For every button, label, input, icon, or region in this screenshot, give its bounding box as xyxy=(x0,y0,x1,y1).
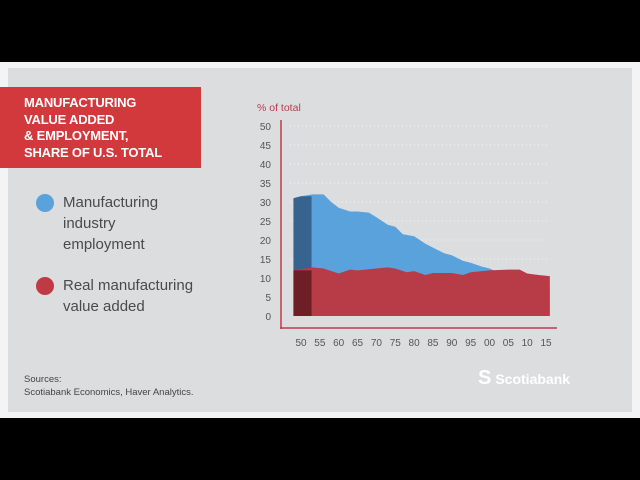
legend-item-employment: Manufacturing industry employment xyxy=(36,192,158,255)
chart-title: MANUFACTURING VALUE ADDED & EMPLOYMENT, … xyxy=(24,95,163,160)
x-tick-label: 15 xyxy=(540,338,552,349)
sources-note: Sources: Scotiabank Economics, Haver Ana… xyxy=(24,374,194,398)
x-tick-label: 55 xyxy=(314,338,326,349)
x-tick-label: 95 xyxy=(465,338,477,349)
scotiabank-logo-icon: S xyxy=(478,367,492,389)
x-tick-label: 75 xyxy=(390,338,402,349)
legend-item-value-added: Real manufacturing value added xyxy=(36,275,193,317)
x-tick-label: 65 xyxy=(352,338,364,349)
y-tick-label: 0 xyxy=(265,312,271,323)
x-tick-label: 00 xyxy=(484,338,496,349)
y-tick-label: 35 xyxy=(260,179,272,190)
legend-dot-blue xyxy=(36,194,54,212)
legend-label: Manufacturing industry employment xyxy=(63,194,159,253)
x-tick-label: 05 xyxy=(503,338,515,349)
y-tick-label: 10 xyxy=(260,274,272,285)
x-tick-label: 90 xyxy=(446,338,458,349)
y-tick-label: 50 xyxy=(260,122,272,133)
x-tick-label: 50 xyxy=(295,338,307,349)
y-tick-label: 15 xyxy=(260,255,272,266)
y-tick-label: 5 xyxy=(265,293,271,304)
logo-text: Scotiabank xyxy=(495,370,571,387)
y-tick-label: 30 xyxy=(260,198,272,209)
x-tick-label: 85 xyxy=(427,338,439,349)
scotiabank-logo: S Scotiabank xyxy=(478,367,570,390)
value-added-area xyxy=(293,267,550,316)
x-tick-label: 80 xyxy=(409,338,421,349)
y-tick-label: 20 xyxy=(260,236,272,247)
x-tick-label: 60 xyxy=(333,338,345,349)
y-tick-label: 40 xyxy=(260,160,272,171)
x-tick-label: 10 xyxy=(522,338,534,349)
y-tick-label: 45 xyxy=(260,141,272,152)
legend-label: Real manufacturing value added xyxy=(63,277,194,315)
title-box xyxy=(0,87,201,168)
y-tick-label: 25 xyxy=(260,217,272,228)
y-axis-label: % of total xyxy=(257,102,301,114)
x-tick-label: 70 xyxy=(371,338,383,349)
legend-dot-red xyxy=(36,277,54,295)
value-added-area-side xyxy=(293,270,312,316)
